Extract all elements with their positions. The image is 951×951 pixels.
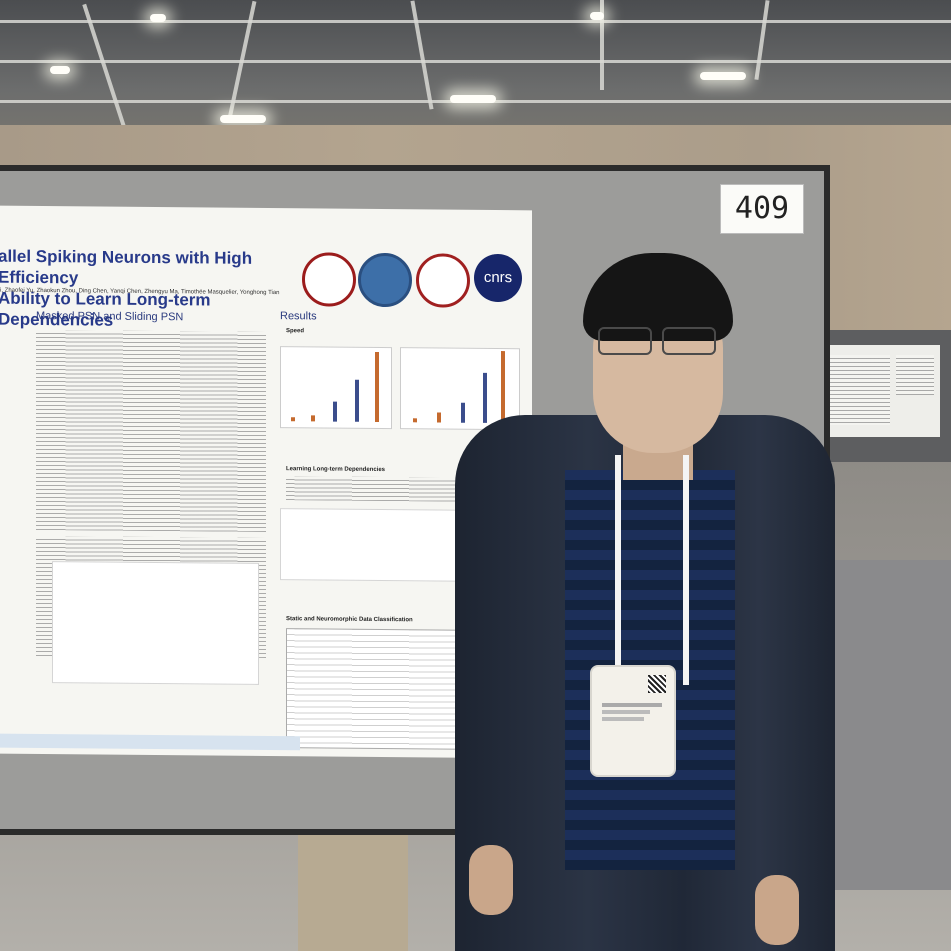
lanyard-left: [615, 455, 621, 685]
method-text-block: [36, 329, 266, 532]
name-badge: [590, 665, 676, 777]
speed-chart-forward: [280, 346, 392, 430]
person-legs-behind-board: [298, 820, 408, 951]
section-heading-results: Results: [280, 310, 317, 323]
qr-code-icon: [648, 675, 666, 693]
badge-text-lines: [602, 703, 662, 724]
section-heading-masked-psn: Masked PSN and Sliding PSN: [36, 309, 184, 324]
board-number: 409: [720, 184, 804, 234]
poster-title-line1: allel Spiking Neurons with High Efficien…: [0, 246, 253, 288]
subsection-static-neuromorphic: Static and Neuromorphic Data Classificat…: [286, 616, 413, 624]
university-logo-1: [302, 252, 356, 307]
research-poster: allel Spiking Neurons with High Efficien…: [0, 205, 532, 759]
background-poster: [822, 345, 940, 437]
right-hand: [755, 875, 799, 945]
left-hand: [469, 845, 513, 915]
university-logo-2: [358, 252, 412, 308]
hair: [583, 253, 733, 341]
subsection-long-term: Learning Long-term Dependencies: [286, 466, 386, 474]
poster-footer-links: [0, 733, 300, 751]
subsection-speed: Speed: [286, 328, 305, 335]
results-table: [286, 628, 478, 750]
person: [455, 245, 835, 951]
glasses: [598, 327, 718, 355]
lanyard-right: [683, 455, 689, 685]
psn-diagram-figure: [52, 561, 259, 685]
